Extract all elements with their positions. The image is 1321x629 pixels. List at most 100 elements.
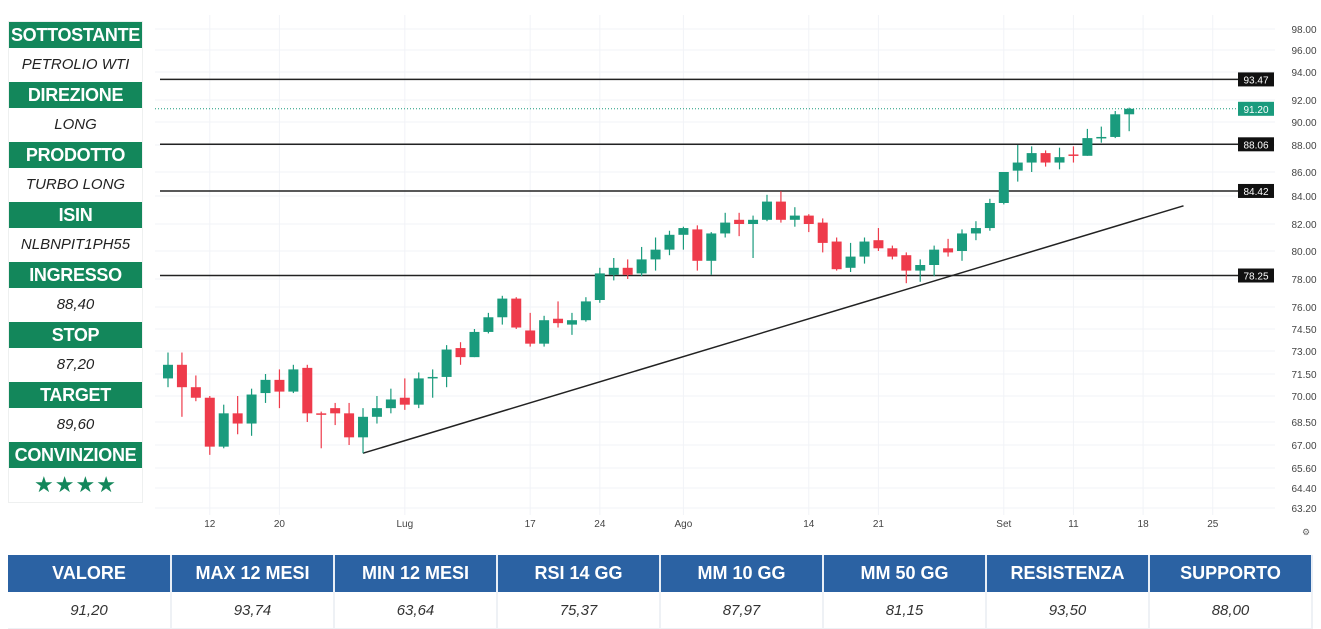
candle-up: [1054, 157, 1065, 163]
panel-value-direzione: LONG: [54, 116, 97, 133]
candle-up: [385, 399, 396, 409]
y-tick-label: 74.50: [1291, 325, 1316, 336]
stats-value: 75,37: [497, 592, 661, 629]
x-tick-label: 21: [873, 519, 885, 530]
panel-value-stop: 87,20: [56, 356, 95, 373]
stats-value: 93,74: [171, 592, 335, 629]
trend-line: [362, 205, 1184, 454]
trade-info-panel: SOTTOSTANTE PETROLIO WTI DIREZIONE LONG PROD…: [8, 21, 143, 503]
stats-value-row: 91,20 93,74 63,64 75,37 87,97 81,15 93,50 88,00: [8, 592, 1313, 629]
candle-up: [650, 249, 661, 260]
candle-down: [204, 397, 215, 447]
last-price-label: 91.20: [1243, 105, 1268, 116]
panel-label-target: TARGET: [9, 382, 142, 408]
x-tick-label: Lug: [396, 519, 413, 530]
x-tick-label: 18: [1138, 519, 1150, 530]
stats-header: VALORE: [8, 555, 172, 592]
y-tick-label: 80.00: [1291, 247, 1316, 258]
candle-down: [176, 364, 187, 388]
y-tick-label: 70.00: [1291, 392, 1316, 403]
candle-up: [1096, 136, 1107, 139]
y-tick-label: 94.00: [1291, 68, 1316, 79]
candle-up: [1026, 153, 1037, 163]
stats-header-row: VALORE MAX 12 MESI MIN 12 MESI RSI 14 GG MM …: [8, 555, 1313, 592]
candle-down: [831, 241, 842, 270]
candle-up: [260, 379, 271, 394]
stats-header: RSI 14 GG: [497, 555, 661, 592]
candle-up: [246, 394, 257, 424]
panel-label-isin: ISIN: [9, 202, 142, 228]
candle-down: [274, 379, 285, 392]
x-tick-label: 20: [274, 519, 286, 530]
panel-label-ingresso: INGRESSO: [9, 262, 142, 288]
candle-down: [901, 255, 912, 271]
x-tick-label: 17: [525, 519, 537, 530]
candle-down: [943, 248, 954, 253]
candle-up: [1110, 114, 1121, 137]
candle-down: [873, 240, 884, 249]
candle-up: [1012, 162, 1023, 171]
rating-stars: ★★★★: [34, 472, 117, 497]
x-tick-label: 12: [204, 519, 216, 530]
stats-value: 88,00: [1149, 592, 1313, 629]
candle-up: [1082, 138, 1093, 156]
candle-up: [789, 215, 800, 220]
candle-down: [330, 408, 341, 414]
candle-up: [678, 228, 689, 235]
stats-header: SUPPORTO: [1149, 555, 1313, 592]
y-tick-label: 82.00: [1291, 220, 1316, 231]
y-tick-label: 98.00: [1291, 25, 1316, 36]
y-tick-label: 68.50: [1291, 418, 1316, 429]
candle-down: [803, 215, 814, 224]
candle-up: [358, 416, 369, 438]
candle-down: [525, 330, 536, 344]
candle-up: [915, 265, 926, 271]
y-tick-label: 78.00: [1291, 275, 1316, 286]
candle-up: [636, 259, 647, 274]
panel-value-target: 89,60: [56, 416, 95, 433]
candle-up: [664, 234, 675, 250]
x-tick-label: Ago: [675, 519, 693, 530]
panel-label-sottostante: SOTTOSTANTE: [9, 22, 142, 48]
candle-up: [580, 301, 591, 321]
candle-down: [344, 413, 355, 438]
level-label: 88.06: [1243, 140, 1268, 151]
level-badge: [1238, 183, 1274, 198]
panel-value-prodotto: TURBO LONG: [25, 176, 126, 193]
y-tick-label: 71.50: [1291, 370, 1316, 381]
candle-up: [706, 233, 717, 261]
candle-down: [232, 413, 243, 424]
candle-down: [553, 318, 564, 324]
candle-up: [859, 241, 870, 257]
stats-table: VALORE MAX 12 MESI MIN 12 MESI RSI 14 GG MM …: [8, 555, 1313, 629]
settings-icon: ⚙: [1302, 527, 1310, 537]
candle-down: [302, 367, 313, 414]
level-label: 93.47: [1243, 75, 1268, 86]
stats-header: MAX 12 MESI: [171, 555, 335, 592]
panel-value-ingresso: 88,40: [56, 296, 95, 313]
candle-up: [1124, 108, 1135, 115]
candle-up: [594, 273, 605, 300]
level-label: 78.25: [1243, 272, 1268, 283]
x-tick-label: 24: [594, 519, 606, 530]
candle-down: [1068, 154, 1079, 156]
candle-up: [288, 369, 299, 392]
panel-label-prodotto: PRODOTTO: [9, 142, 142, 168]
candle-up: [608, 267, 619, 275]
stats-value: 63,64: [334, 592, 498, 629]
candle-up: [566, 320, 577, 325]
y-tick-label: 88.00: [1291, 141, 1316, 152]
level-badge: [1238, 268, 1274, 283]
candle-down: [692, 229, 703, 261]
candle-up: [371, 408, 382, 417]
stats-value: 93,50: [986, 592, 1150, 629]
candle-down: [775, 201, 786, 220]
panel-value-sottostante: PETROLIO WTI: [21, 56, 130, 73]
candle-down: [399, 397, 410, 405]
candle-up: [761, 201, 772, 220]
candle-down: [455, 348, 466, 358]
x-tick-label: 14: [803, 519, 815, 530]
candle-down: [734, 219, 745, 224]
candle-up: [163, 364, 173, 379]
candle-up: [218, 413, 229, 447]
